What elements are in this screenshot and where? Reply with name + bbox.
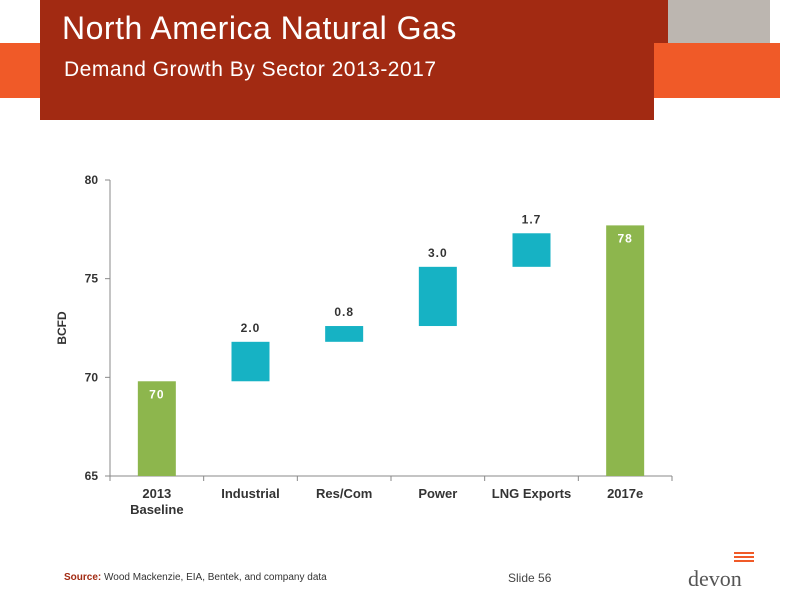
data-label: 0.8 (334, 305, 354, 319)
y-tick-label: 65 (85, 469, 99, 483)
bar-res-com (325, 326, 364, 342)
x-category-label: 2013 (142, 486, 171, 501)
bar-2013-baseline (137, 381, 176, 476)
x-category-label: 2017e (607, 486, 643, 501)
title-banner (40, 0, 654, 120)
y-axis-label: BCFD (55, 311, 69, 345)
devon-bars-logo-icon (734, 552, 754, 564)
bar-2017e (606, 225, 645, 476)
data-label: 78 (617, 231, 632, 245)
x-category-label: Res/Com (316, 486, 372, 501)
x-category-label: Power (418, 486, 457, 501)
slide-subtitle: Demand Growth By Sector 2013-2017 (64, 58, 437, 81)
x-category-label: Industrial (221, 486, 280, 501)
x-category-label: Baseline (130, 502, 183, 517)
data-label: 70 (149, 387, 164, 401)
logo-text: devon (688, 566, 742, 591)
y-tick-label: 75 (85, 272, 99, 286)
bar-lng-exports (512, 233, 551, 267)
x-category-label: LNG Exports (492, 486, 571, 501)
source-note: Source: Wood Mackenzie, EIA, Bentek, and… (64, 572, 327, 583)
source-label: Source: (64, 572, 102, 583)
slide-number: Slide 56 (508, 571, 552, 585)
y-tick-label: 70 (85, 370, 99, 384)
devon-logo: devon (686, 552, 766, 592)
data-label: 3.0 (428, 246, 448, 260)
data-label: 1.7 (522, 212, 542, 226)
bar-power (418, 266, 457, 327)
y-tick-label: 80 (85, 173, 99, 187)
waterfall-chart: 65 70 75 80 BCFD 70 2.0 0.8 3.0 1.7 78 2013Baseline… (55, 173, 673, 517)
slide-title: North America Natural Gas (62, 10, 457, 46)
source-text: Wood Mackenzie, EIA, Bentek, and company… (101, 572, 327, 583)
title-banner-corner (654, 0, 668, 43)
bar-industrial (231, 341, 270, 382)
data-label: 2.0 (241, 321, 261, 335)
